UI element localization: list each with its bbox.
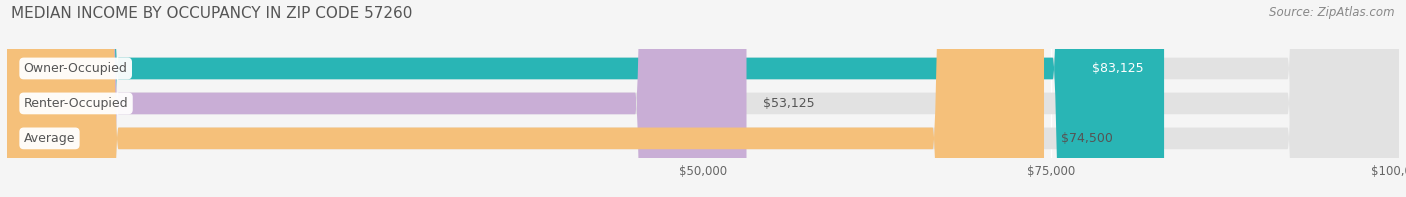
- Text: Owner-Occupied: Owner-Occupied: [24, 62, 128, 75]
- FancyBboxPatch shape: [7, 0, 1164, 197]
- Text: Renter-Occupied: Renter-Occupied: [24, 97, 128, 110]
- Text: Average: Average: [24, 132, 76, 145]
- FancyBboxPatch shape: [7, 0, 1399, 197]
- Text: $83,125: $83,125: [1091, 62, 1143, 75]
- FancyBboxPatch shape: [7, 0, 747, 197]
- FancyBboxPatch shape: [7, 0, 1399, 197]
- Text: Source: ZipAtlas.com: Source: ZipAtlas.com: [1270, 6, 1395, 19]
- Text: $53,125: $53,125: [763, 97, 815, 110]
- Text: $74,500: $74,500: [1060, 132, 1112, 145]
- Text: MEDIAN INCOME BY OCCUPANCY IN ZIP CODE 57260: MEDIAN INCOME BY OCCUPANCY IN ZIP CODE 5…: [11, 6, 412, 21]
- FancyBboxPatch shape: [7, 0, 1399, 197]
- FancyBboxPatch shape: [7, 0, 1045, 197]
